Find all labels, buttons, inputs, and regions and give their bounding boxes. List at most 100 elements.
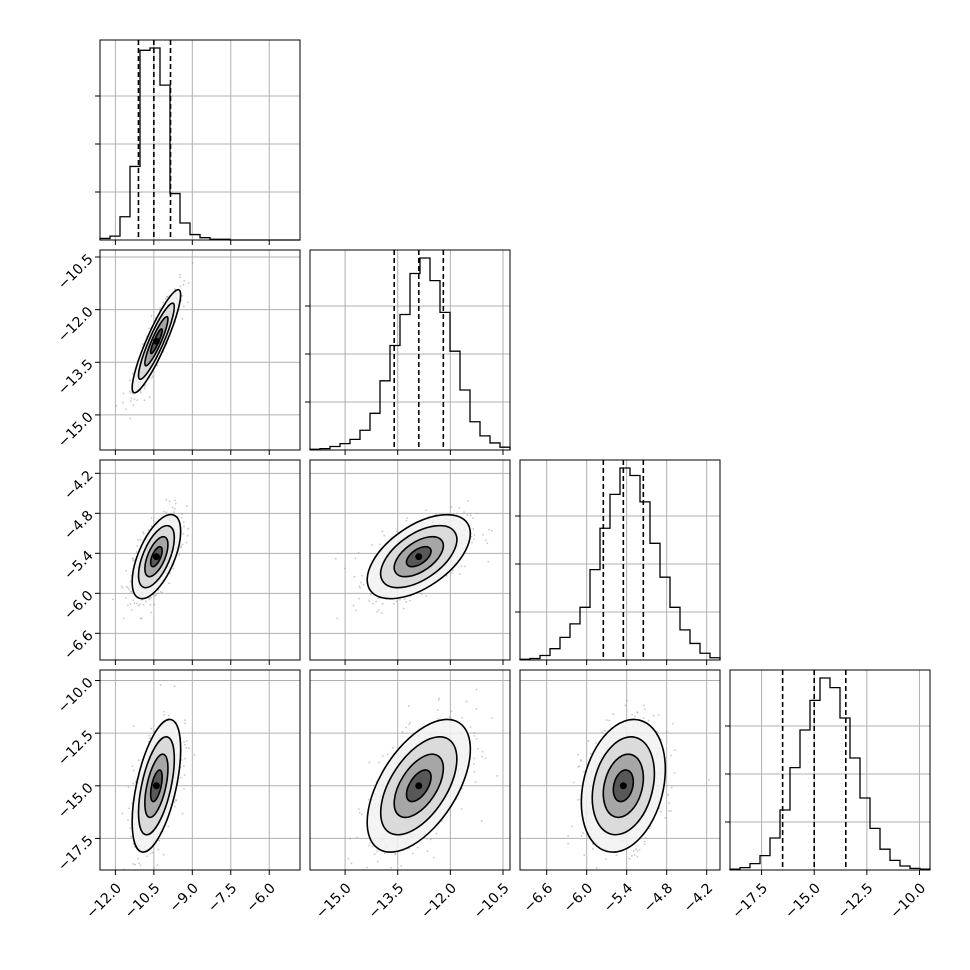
scatter-point: [129, 580, 132, 583]
scatter-point: [614, 874, 616, 876]
scatter-point: [357, 552, 360, 554]
scatter-point: [139, 390, 142, 392]
y-tick-label: −6.6: [61, 628, 96, 663]
scatter-point: [143, 385, 146, 388]
scatter-point: [394, 852, 396, 855]
scatter-point: [174, 502, 177, 505]
x-tick-label: −10.0: [887, 880, 929, 922]
y-tick-label: −6.0: [61, 588, 96, 623]
x-tick-label: −13.5: [366, 880, 408, 922]
scatter-point: [642, 716, 645, 719]
scatter-point: [405, 601, 408, 603]
scatter-point: [157, 589, 160, 591]
scatter-point: [595, 742, 597, 744]
x-tick-label: −10.5: [471, 880, 513, 922]
scatter-point: [127, 588, 130, 591]
scatter-point: [583, 770, 585, 773]
scatter-point: [359, 587, 361, 589]
scatter-point: [183, 279, 186, 282]
scatter-point: [672, 722, 674, 725]
scatter-point: [670, 754, 672, 757]
scatter-point: [187, 281, 190, 284]
scatter-point: [166, 295, 169, 298]
scatter-point: [181, 812, 184, 815]
scatter-point: [450, 505, 453, 508]
scatter-point: [460, 565, 463, 567]
scatter-point: [185, 746, 188, 749]
scatter-point: [129, 391, 132, 394]
scatter-point: [386, 753, 389, 756]
scatter-point: [173, 801, 176, 803]
panel-frame: [519, 669, 721, 871]
x-tick-label: −12.5: [835, 880, 877, 922]
scatter-point: [647, 719, 650, 722]
scatter-points: [347, 688, 499, 873]
scatter-point: [425, 837, 428, 840]
scatter-point: [361, 574, 363, 577]
scatter-point: [633, 854, 636, 857]
density-peak: [152, 553, 160, 561]
scatter-point: [143, 883, 145, 885]
scatter-point: [132, 769, 135, 772]
x-tick-label: −6.6: [521, 880, 556, 915]
histogram-step-line: [729, 677, 931, 870]
scatter-point: [185, 541, 188, 544]
scatter-point: [125, 585, 128, 588]
scatter-point: [432, 856, 435, 859]
scatter-point: [131, 372, 134, 375]
scatter-point: [354, 557, 357, 560]
scatter-point: [411, 852, 414, 855]
scatter-point: [371, 845, 374, 848]
scatter-point: [157, 848, 160, 851]
scatter-point: [358, 808, 360, 811]
scatter-point: [182, 283, 185, 286]
scatter-point: [472, 527, 475, 530]
scatter-point: [451, 569, 454, 572]
scatter-point: [182, 765, 185, 767]
scatter-point: [368, 761, 371, 764]
x-tick-label: −7.5: [205, 880, 240, 915]
scatter-point: [378, 761, 380, 764]
scatter-point: [122, 617, 125, 620]
scatter-point: [131, 557, 134, 560]
scatter-point: [377, 597, 380, 600]
scatter-point: [137, 759, 140, 761]
scatter-point: [157, 592, 159, 595]
scatter-point: [491, 717, 493, 719]
scatter-point: [450, 710, 453, 713]
scatter-point: [425, 509, 428, 512]
scatter-point: [178, 554, 181, 556]
scatter-point: [143, 399, 146, 402]
scatter-point: [129, 590, 132, 593]
scatter-point: [135, 551, 138, 553]
scatter-point: [139, 538, 142, 541]
scatter-point: [162, 853, 165, 856]
scatter-point: [355, 609, 358, 612]
scatter-point: [150, 596, 153, 599]
scatter-point: [375, 600, 378, 603]
y-tick-label: −4.8: [61, 508, 96, 543]
scatter-point: [179, 276, 181, 279]
scatter-point: [162, 510, 165, 513]
scatter-point: [140, 391, 142, 394]
scatter-point: [130, 397, 133, 400]
scatter-point: [183, 719, 186, 722]
scatter-point: [125, 597, 127, 599]
scatter-point: [480, 820, 483, 822]
scatter-point: [380, 612, 383, 615]
scatter-point: [385, 871, 387, 873]
scatter-point: [153, 866, 156, 869]
scatter-point: [142, 531, 144, 534]
scatter-point: [458, 573, 461, 575]
scatter-point: [381, 755, 384, 757]
scatter-point: [460, 808, 463, 811]
scatter-point: [150, 727, 153, 730]
scatter-point: [174, 499, 177, 502]
scatter-point: [183, 741, 186, 743]
scatter-point: [171, 506, 174, 509]
scatter-point: [372, 602, 374, 605]
scatter-point: [167, 825, 170, 828]
scatter-point: [466, 513, 469, 516]
scatter-point: [133, 602, 136, 604]
scatter-point: [122, 401, 124, 404]
